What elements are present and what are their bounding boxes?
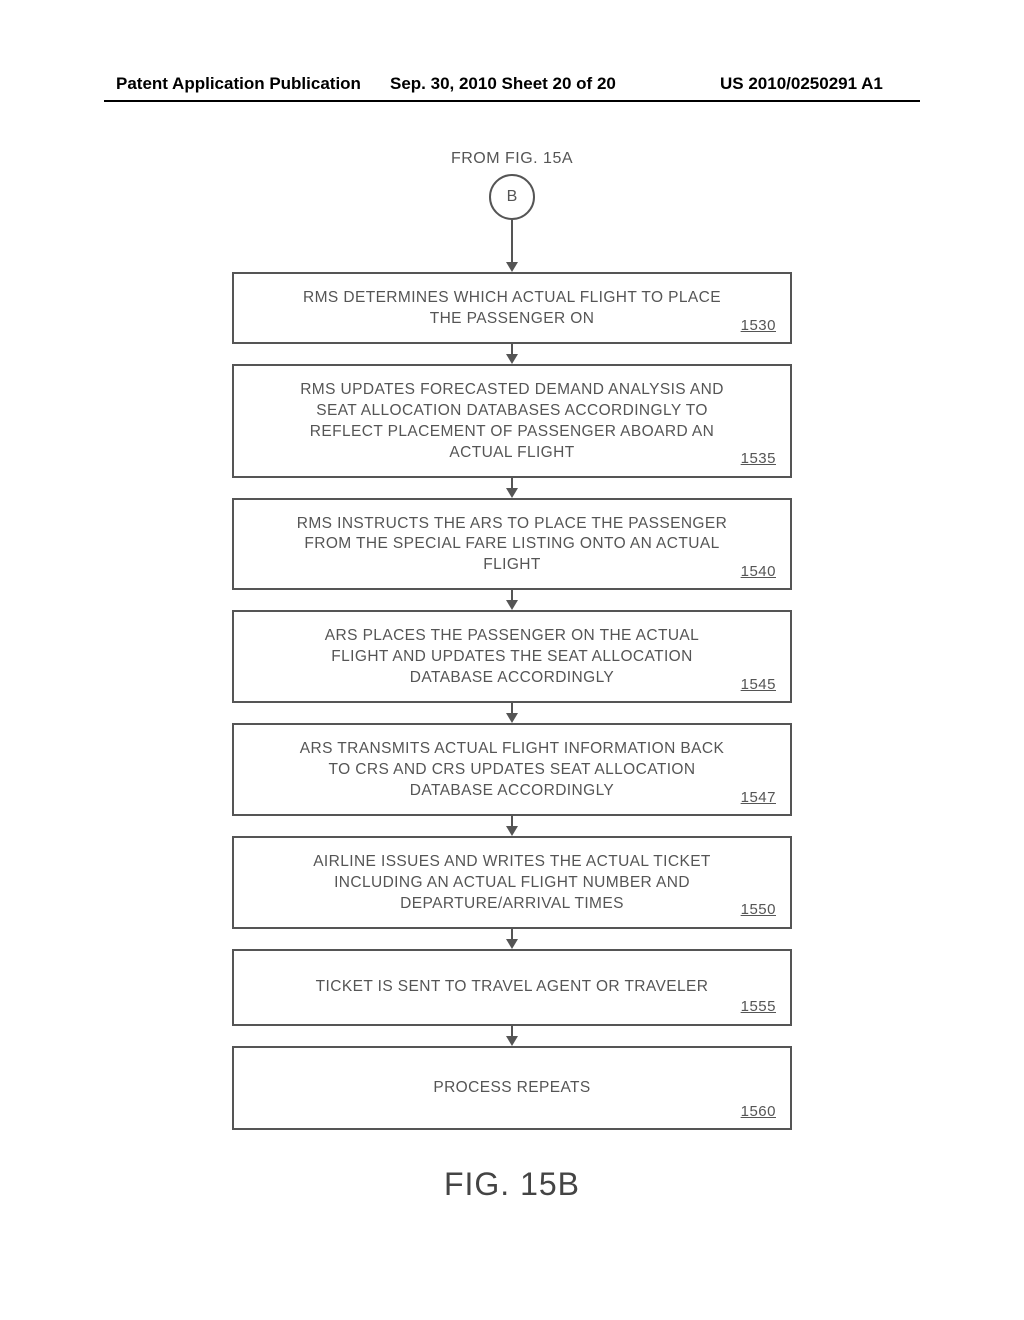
flow-step: ARS TRANSMITS ACTUAL FLIGHT INFORMATION … bbox=[232, 723, 792, 816]
flow-step-text: RMS DETERMINES WHICH ACTUAL FLIGHT TO PL… bbox=[303, 289, 721, 327]
flow-step-text: RMS UPDATES FORECASTED DEMAND ANALYSIS A… bbox=[300, 381, 724, 461]
connector-letter: B bbox=[507, 188, 518, 206]
header-left: Patent Application Publication bbox=[116, 74, 361, 94]
flow-step: PROCESS REPEATS 1560 bbox=[232, 1046, 792, 1131]
flow-step-ref: 1547 bbox=[741, 788, 776, 808]
header-divider bbox=[104, 100, 920, 102]
arrow-icon bbox=[502, 816, 522, 836]
header-mid: Sep. 30, 2010 Sheet 20 of 20 bbox=[390, 74, 616, 94]
arrow-icon bbox=[502, 703, 522, 723]
from-label: FROM FIG. 15A bbox=[0, 150, 1024, 168]
flow-step-ref: 1535 bbox=[741, 449, 776, 469]
flow-step-text: ARS TRANSMITS ACTUAL FLIGHT INFORMATION … bbox=[300, 740, 724, 799]
arrow-icon bbox=[502, 220, 522, 272]
flow-step-text: AIRLINE ISSUES AND WRITES THE ACTUAL TIC… bbox=[313, 853, 711, 912]
flow-step-text: RMS INSTRUCTS THE ARS TO PLACE THE PASSE… bbox=[297, 515, 727, 574]
arrow-icon bbox=[502, 1026, 522, 1046]
flow-step-ref: 1530 bbox=[741, 316, 776, 336]
arrow-icon bbox=[502, 590, 522, 610]
connector-column: B RMS DETERMINES WHICH ACTUAL FLIGHT TO … bbox=[0, 174, 1024, 1130]
arrow-icon bbox=[502, 929, 522, 949]
figure-caption: FIG. 15B bbox=[0, 1166, 1024, 1203]
flowchart: FROM FIG. 15A B RMS DETERMINES WHICH ACT… bbox=[0, 150, 1024, 1203]
flow-step-text: TICKET IS SENT TO TRAVEL AGENT OR TRAVEL… bbox=[316, 978, 709, 995]
flow-step-text: PROCESS REPEATS bbox=[433, 1079, 590, 1096]
flow-step: AIRLINE ISSUES AND WRITES THE ACTUAL TIC… bbox=[232, 836, 792, 929]
page: Patent Application Publication Sep. 30, … bbox=[0, 0, 1024, 1320]
flow-step-ref: 1540 bbox=[741, 562, 776, 582]
flow-step: RMS UPDATES FORECASTED DEMAND ANALYSIS A… bbox=[232, 364, 792, 478]
flow-step: RMS DETERMINES WHICH ACTUAL FLIGHT TO PL… bbox=[232, 272, 792, 344]
flow-step: TICKET IS SENT TO TRAVEL AGENT OR TRAVEL… bbox=[232, 949, 792, 1026]
flow-step-ref: 1550 bbox=[741, 900, 776, 920]
flow-step: RMS INSTRUCTS THE ARS TO PLACE THE PASSE… bbox=[232, 498, 792, 591]
flow-step-ref: 1555 bbox=[741, 997, 776, 1017]
flow-step-ref: 1545 bbox=[741, 675, 776, 695]
flow-step-ref: 1560 bbox=[741, 1102, 776, 1122]
arrow-icon bbox=[502, 344, 522, 364]
header-right: US 2010/0250291 A1 bbox=[720, 74, 883, 94]
flow-step: ARS PLACES THE PASSENGER ON THE ACTUAL F… bbox=[232, 610, 792, 703]
arrow-icon bbox=[502, 478, 522, 498]
connector-circle: B bbox=[489, 174, 535, 220]
flow-step-text: ARS PLACES THE PASSENGER ON THE ACTUAL F… bbox=[325, 627, 699, 686]
